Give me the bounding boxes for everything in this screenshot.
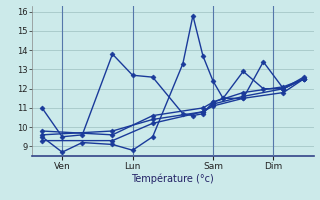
X-axis label: Température (°c): Température (°c) — [132, 173, 214, 184]
